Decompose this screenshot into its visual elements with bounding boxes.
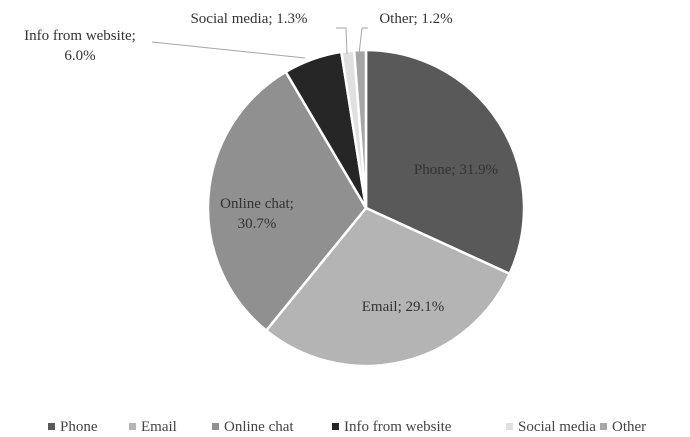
legend-label-social-media: Social media [518,419,596,435]
legend-swatch-email [129,423,136,430]
legend-swatch-other [600,423,607,430]
leader-line-other [358,27,368,55]
label-leader-lines [151,27,368,59]
legend-label-other: Other [612,419,646,435]
legend-label-info-from-website: Info from website [344,419,452,435]
pie-slice-other [352,48,368,209]
legend-label-email: Email [141,419,177,435]
pie-slices [206,48,526,368]
slice-label-phone: Phone; 31.9% [414,162,498,178]
legend-item-info-from-website: Info from website [332,419,452,435]
legend-item-phone: Phone [48,419,98,435]
legend-swatch-info-from-website [332,423,339,430]
legend-label-online-chat: Online chat [224,419,294,435]
legend-item-social-media: Social media [506,419,596,435]
legend: Phone Email Online chat Info from website So… [48,419,646,435]
slice-label-info-from-website: Info from website; 6.0% [24,28,136,64]
legend-item-online-chat: Online chat [212,419,294,435]
pie-slice-email [264,206,512,368]
leader-line-social-media [336,27,348,55]
legend-swatch-online-chat [212,423,219,430]
legend-swatch-phone [48,423,55,430]
slice-labels: Phone; 31.9% Email; 29.1% Online chat; 30.7… [24,11,498,315]
slice-label-online-chat: Online chat; 30.7% [220,196,294,232]
pie-slice-phone [364,48,526,276]
slice-label-social-media: Social media; 1.3% [190,11,307,27]
legend-swatch-social-media [506,423,513,430]
pie-slice-online-chat [206,70,368,333]
legend-label-phone: Phone [60,419,98,435]
legend-item-other: Other [600,419,646,435]
slice-label-email: Email; 29.1% [362,299,445,315]
legend-item-email: Email [129,419,177,435]
leader-line-info-from-website [151,41,306,59]
slice-label-other: Other; 1.2% [379,11,452,27]
